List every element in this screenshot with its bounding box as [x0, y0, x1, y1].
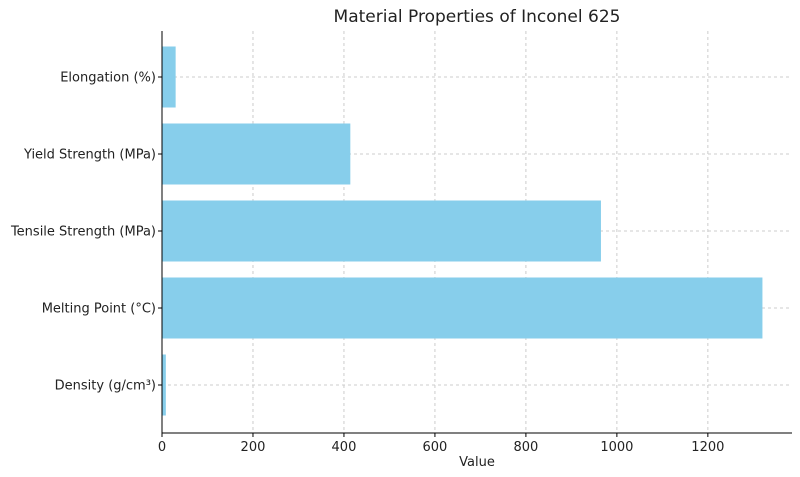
- category-labels: Density (g/cm³) Melting Point (°C) Tensile…: [10, 71, 162, 394]
- bar-4: [162, 46, 176, 108]
- category-label-1: Melting Point (°C): [42, 302, 156, 317]
- x-tick-label-5: 1000: [600, 440, 633, 455]
- x-tick-label-0: 0: [158, 440, 166, 455]
- x-ticks: 0 200 400 600 800 1000 1200: [158, 433, 724, 455]
- bar-0: [162, 354, 166, 416]
- x-tick-label-2: 400: [332, 440, 357, 455]
- bars: [162, 46, 763, 416]
- x-axis-label: Value: [459, 455, 495, 470]
- category-label-4: Elongation (%): [60, 71, 156, 86]
- x-tick-label-3: 600: [423, 440, 448, 455]
- chart-title: Material Properties of Inconel 625: [334, 7, 621, 27]
- bar-2: [162, 200, 601, 262]
- x-tick-label-1: 200: [241, 440, 266, 455]
- x-tick-label-4: 800: [513, 440, 538, 455]
- axes: [161, 31, 792, 434]
- category-label-2: Tensile Strength (MPa): [10, 225, 156, 240]
- bar-3: [162, 123, 351, 185]
- bar-1: [162, 277, 763, 339]
- x-tick-label-6: 1200: [691, 440, 724, 455]
- category-label-3: Yield Strength (MPa): [23, 148, 156, 163]
- category-label-0: Density (g/cm³): [55, 379, 156, 394]
